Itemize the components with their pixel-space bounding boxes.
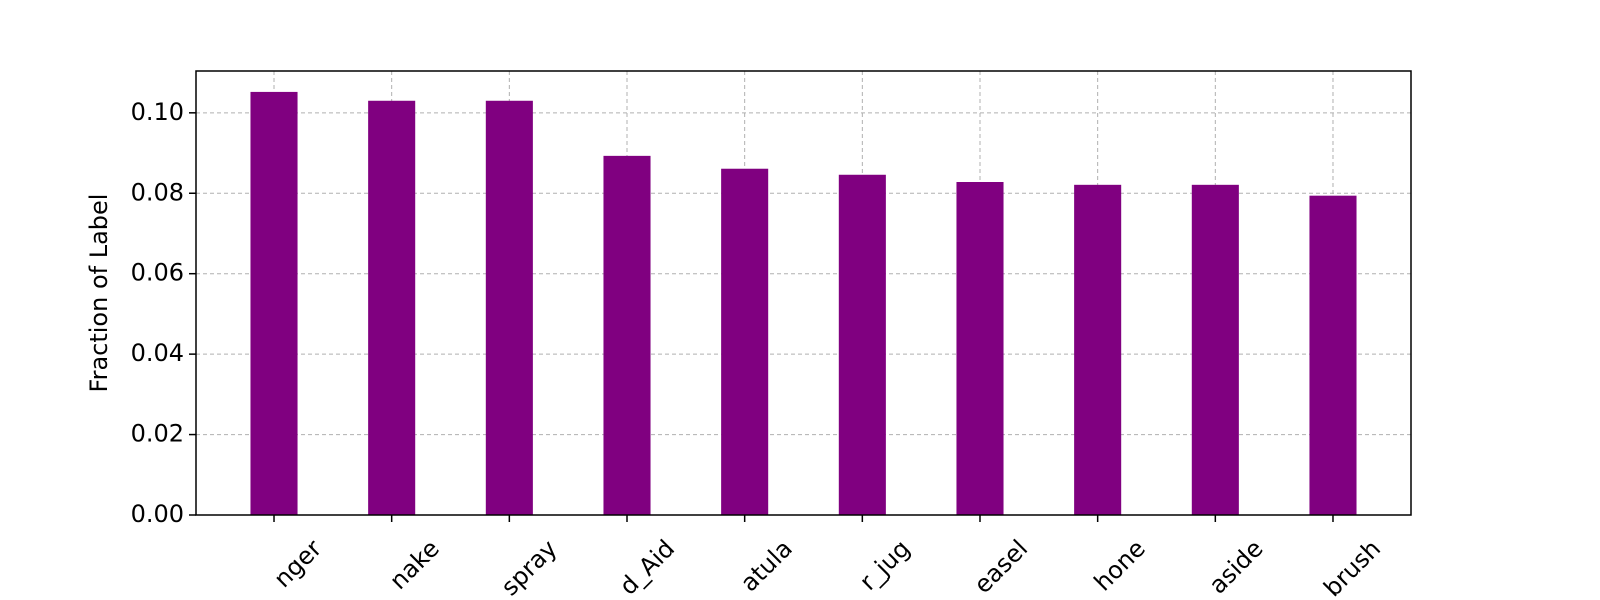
y-tick-label: 0.10 [131, 98, 184, 126]
x-tick-label: aside [1204, 534, 1269, 599]
bar [1191, 184, 1239, 515]
x-tick-label: d_Aid [614, 534, 680, 600]
bar [956, 182, 1004, 515]
bar [250, 91, 298, 516]
y-tick-label: 0.00 [131, 500, 184, 528]
bar [368, 100, 416, 516]
x-tick-label: nger [268, 534, 327, 593]
bars [250, 91, 1357, 516]
x-tick-label: brush [1318, 534, 1386, 600]
x-tick-label: spray [496, 534, 563, 600]
bar [721, 168, 769, 515]
y-axis-label: Fraction of Label [85, 194, 113, 393]
y-tick-label: 0.06 [131, 259, 184, 287]
x-tick-label: hone [1089, 534, 1151, 596]
bar [838, 174, 886, 515]
bar [1309, 195, 1357, 515]
x-tick-label: atula [735, 534, 798, 597]
x-tick-label: r_jug [854, 534, 916, 596]
bar [603, 155, 651, 515]
y-tick-label: 0.02 [131, 420, 184, 448]
x-tick-label: nake [384, 534, 445, 595]
x-tick-label: easel [969, 534, 1034, 599]
bar [485, 100, 533, 516]
bar [1074, 184, 1122, 515]
plot-frame [195, 70, 1412, 516]
y-tick-label: 0.04 [131, 339, 184, 367]
y-tick-label: 0.08 [131, 178, 184, 206]
